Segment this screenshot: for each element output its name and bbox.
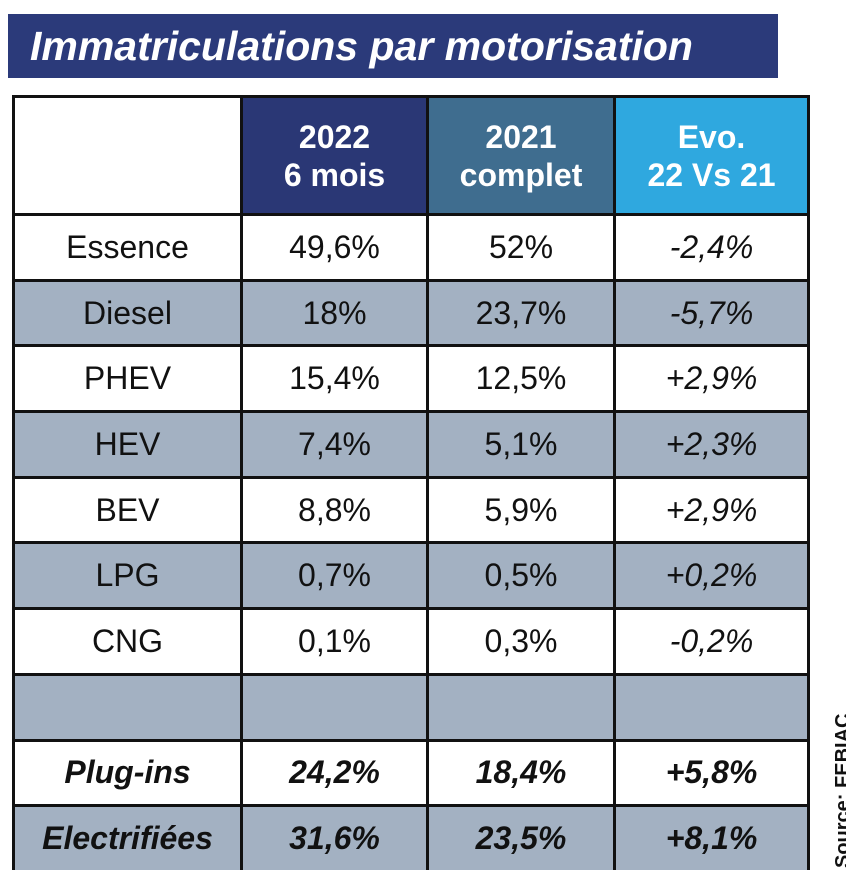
- header-line: Evo.: [677, 118, 746, 155]
- header-line: 22 Vs 21: [647, 156, 776, 193]
- value-cell: 15,4%: [243, 347, 426, 411]
- header-cell: 2022 6 mois: [243, 98, 426, 213]
- corner-cell: [15, 98, 240, 213]
- value-cell: 8,8%: [243, 478, 426, 542]
- header-cell: 2021 complet: [429, 98, 613, 213]
- value-cell: 49,6%: [243, 216, 426, 279]
- value-cell: +0,2%: [616, 544, 807, 608]
- value-cell: 52%: [429, 216, 613, 279]
- value-cell: -0,2%: [616, 610, 807, 673]
- value-cell: 7,4%: [243, 413, 426, 476]
- value-cell: 5,9%: [429, 478, 613, 542]
- value-cell: 0,3%: [429, 610, 613, 673]
- header-line: complet: [459, 156, 583, 193]
- title-banner: Immatriculations par motorisation: [8, 14, 778, 78]
- row-label: PHEV: [15, 347, 240, 411]
- total-value: 23,5%: [429, 807, 613, 870]
- value-cell: 18%: [243, 281, 426, 345]
- header-cell: Evo. 22 Vs 21: [616, 98, 807, 213]
- value-cell: 0,1%: [243, 610, 426, 673]
- row-label: HEV: [15, 413, 240, 476]
- empty-cell: [243, 675, 426, 739]
- total-value: +5,8%: [616, 741, 807, 805]
- header-line: 2021: [485, 118, 557, 155]
- value-cell: 0,5%: [429, 544, 613, 608]
- value-cell: -2,4%: [616, 216, 807, 279]
- total-label: Plug-ins: [15, 741, 240, 805]
- value-cell: -5,7%: [616, 281, 807, 345]
- empty-cell: [15, 675, 240, 739]
- value-cell: 0,7%: [243, 544, 426, 608]
- total-value: 18,4%: [429, 741, 613, 805]
- empty-cell: [429, 675, 613, 739]
- row-label: Diesel: [15, 281, 240, 345]
- row-label: CNG: [15, 610, 240, 673]
- empty-cell: [616, 675, 807, 739]
- header-line: 2022: [298, 118, 371, 155]
- total-value: +8,1%: [616, 807, 807, 870]
- table: 2022 6 mois 2021 complet Evo. 22 Vs 21 Essence…: [12, 95, 810, 870]
- row-label: LPG: [15, 544, 240, 608]
- value-cell: 5,1%: [429, 413, 613, 476]
- total-value: 31,6%: [243, 807, 426, 870]
- source: Source: FEBIAC: [832, 713, 846, 868]
- row-label: Essence: [15, 216, 240, 279]
- value-cell: 23,7%: [429, 281, 613, 345]
- value-cell: +2,9%: [616, 347, 807, 411]
- value-cell: +2,3%: [616, 413, 807, 476]
- total-value: 24,2%: [243, 741, 426, 805]
- header-line: 6 mois: [283, 156, 386, 193]
- row-label: BEV: [15, 478, 240, 542]
- value-cell: +2,9%: [616, 478, 807, 542]
- value-cell: 12,5%: [429, 347, 613, 411]
- total-label: Electrifiées: [15, 807, 240, 870]
